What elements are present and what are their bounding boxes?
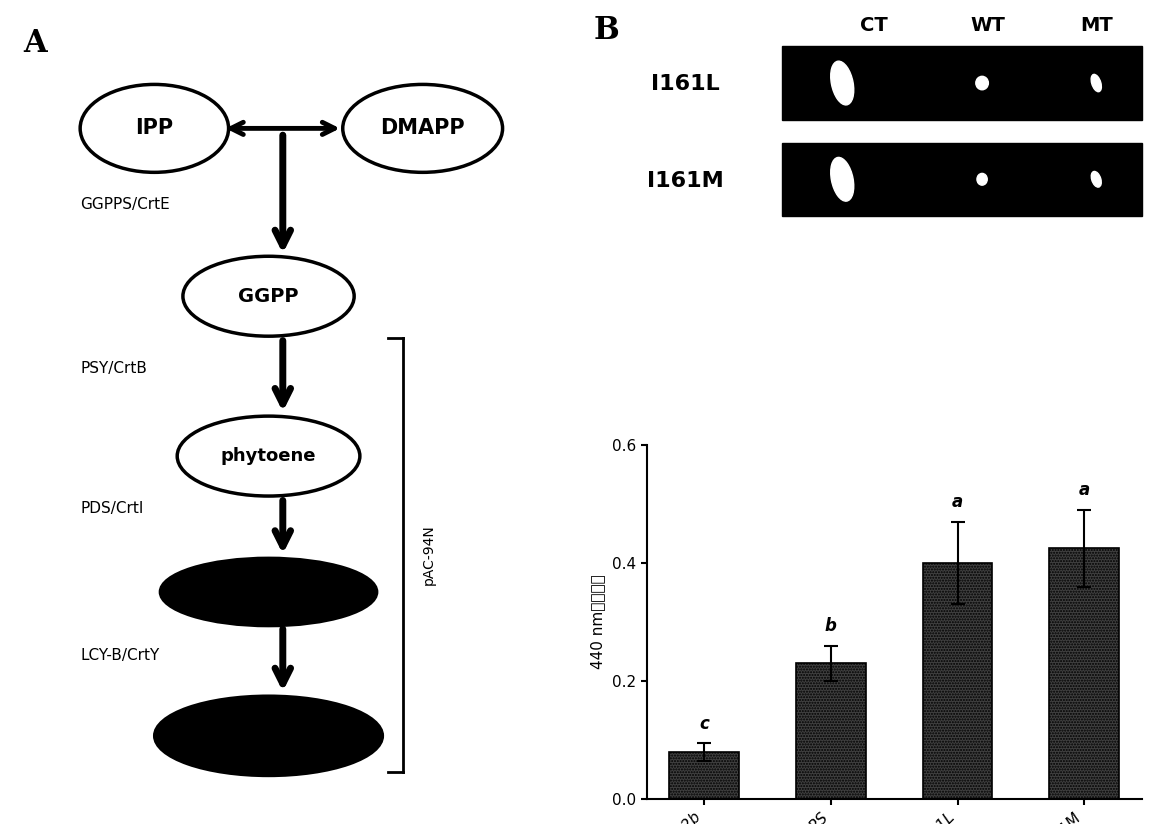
Ellipse shape [1092,171,1101,187]
Bar [669,752,739,799]
Text: CT: CT [860,16,888,35]
Text: a: a [1079,481,1090,499]
Text: DMAPP: DMAPP [380,119,465,138]
Text: IPP: IPP [135,119,174,138]
Ellipse shape [1092,74,1101,91]
Text: a: a [952,493,963,511]
Ellipse shape [154,695,382,776]
Ellipse shape [80,84,228,172]
Text: GGPP: GGPP [239,287,298,306]
Bar [783,46,1142,119]
Text: c: c [699,714,708,733]
Ellipse shape [831,157,854,201]
Bar [796,663,866,799]
Text: A: A [23,29,47,59]
Text: MT: MT [1080,16,1113,35]
Ellipse shape [160,558,377,626]
Text: WT: WT [970,16,1005,35]
Bar [783,143,1142,216]
Text: PDS/CrtI: PDS/CrtI [80,500,143,516]
Ellipse shape [977,173,987,185]
Ellipse shape [343,84,502,172]
Text: pAC-94N: pAC-94N [422,524,436,585]
Ellipse shape [177,416,360,496]
Text: GGPPS/CrtE: GGPPS/CrtE [80,197,170,212]
Ellipse shape [831,61,854,105]
Text: I161L: I161L [651,74,720,94]
Y-axis label: 440 nm的吸光値: 440 nm的吸光値 [589,575,605,669]
Text: phytoene: phytoene [221,447,316,465]
Bar [923,563,993,799]
Text: LCY-B/CrtY: LCY-B/CrtY [80,648,160,663]
Text: B: B [594,15,620,45]
Ellipse shape [976,77,988,90]
Bar [1050,548,1120,799]
Ellipse shape [183,256,354,336]
Text: PSY/CrtB: PSY/CrtB [80,361,147,376]
Text: I161M: I161M [647,171,723,190]
Text: b: b [825,617,836,635]
